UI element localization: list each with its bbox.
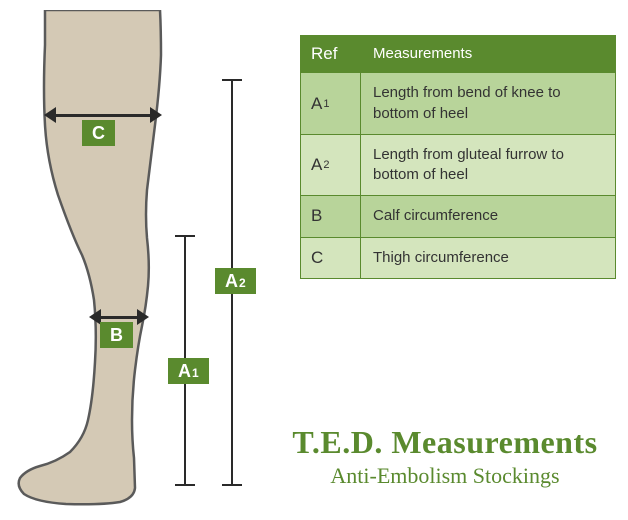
table-row: B Calf circumference [301,195,615,236]
table-meas-c: Thigh circumference [361,238,615,278]
table-ref-sub: 1 [323,98,329,110]
table-ref-base: C [311,248,323,268]
table-header: Ref Measurements [301,36,615,72]
table-header-ref: Ref [301,36,361,72]
b-label: B [100,322,133,348]
table-ref-b: B [301,196,361,236]
a1-label: A1 [168,358,209,384]
table-meas-a2: Length from gluteal furrow to bottom of … [361,135,615,196]
table-ref-base: A [311,94,322,114]
table-ref-a2: A2 [301,135,361,196]
a1-label-base: A [178,362,191,380]
table-ref-base: A [311,155,322,175]
table-meas-b: Calf circumference [361,196,615,236]
a1-arrow-cap-bottom [175,484,195,486]
b-arrow-head-right [135,309,149,325]
table-ref-base: B [311,206,322,226]
table-ref-sub: 2 [323,159,329,171]
leg-illustration [10,10,260,520]
a2-label-base: A [225,272,238,290]
a2-arrow-cap-bottom [222,484,242,486]
a2-label: A2 [215,268,256,294]
a1-label-sub: 1 [192,367,199,379]
c-label: C [82,120,115,146]
measurements-table: Ref Measurements A1 Length from bend of … [300,35,616,279]
c-arrow-head-left [44,107,58,123]
title-main: T.E.D. Measurements [260,424,628,461]
table-ref-c: C [301,238,361,278]
c-label-text: C [92,124,105,142]
table-header-meas: Measurements [361,36,615,72]
c-arrow-line [49,114,156,117]
a2-arrow-cap-top [222,79,242,81]
c-arrow-head-right [148,107,162,123]
a1-arrow-cap-top [175,235,195,237]
title-block: T.E.D. Measurements Anti-Embolism Stocki… [260,424,628,489]
table-row: C Thigh circumference [301,237,615,278]
b-label-text: B [110,326,123,344]
table-row: A1 Length from bend of knee to bottom of… [301,72,615,134]
title-sub: Anti-Embolism Stockings [260,463,628,489]
table-meas-a1: Length from bend of knee to bottom of he… [361,73,615,134]
table-ref-a1: A1 [301,73,361,134]
a2-label-sub: 2 [239,277,246,289]
table-row: A2 Length from gluteal furrow to bottom … [301,134,615,196]
